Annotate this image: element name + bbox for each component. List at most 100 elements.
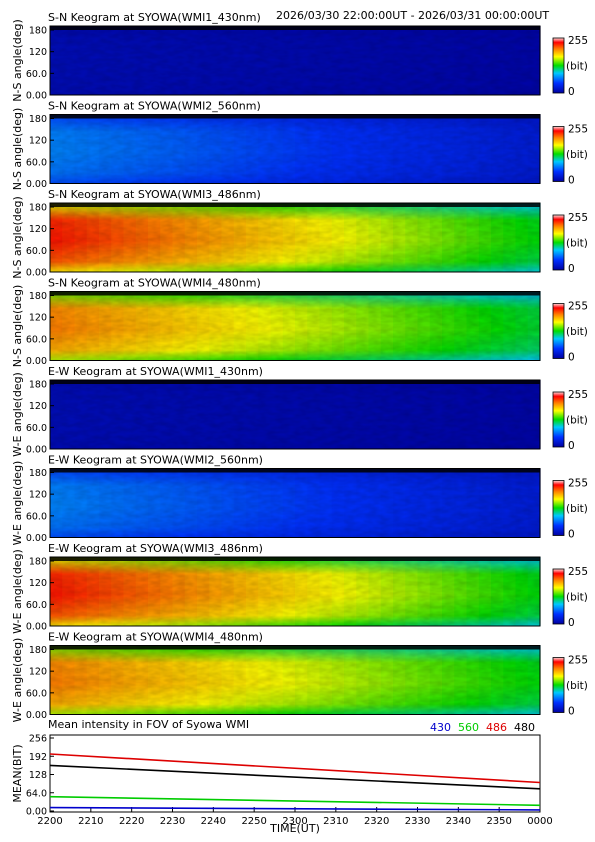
colorbar-max-label: 255 — [568, 124, 588, 136]
heatmap-area — [50, 645, 541, 715]
x-tick-label: 0000 — [527, 816, 552, 827]
y-tick-label: 180 — [29, 468, 47, 479]
y-tick-label: 60.0 — [26, 69, 47, 80]
heatmap-area — [50, 557, 541, 626]
colorbar-max-label: 255 — [568, 301, 588, 313]
panel-title: E-W Keogram at SYOWA(WMI1_430nm) — [48, 365, 263, 378]
series-line-486 — [49, 753, 541, 784]
y-tick-label: 120 — [29, 313, 47, 324]
heatmap-texture — [50, 557, 540, 626]
y-tick-label: 0.00 — [26, 622, 47, 633]
x-axis-label: TIME(UT) — [269, 822, 320, 835]
x-tick-label: 2350 — [486, 816, 511, 827]
y-tick-label: 180 — [29, 645, 47, 656]
panel-frame — [49, 645, 541, 715]
y-tick-label: 120 — [29, 136, 47, 147]
y-axis-label: W-E angle(deg) — [11, 549, 24, 634]
x-tick-label: 2340 — [446, 816, 471, 827]
x-tick-label: 2220 — [119, 816, 144, 827]
fov-edge — [50, 557, 540, 561]
heatmap-texture — [50, 114, 540, 184]
colorbar — [552, 657, 565, 713]
keogram-panel-ew480: E-W Keogram at SYOWA(WMI4_480nm)180 120 60… — [11, 631, 588, 723]
y-tick-label: 60.0 — [26, 511, 47, 522]
colorbar-unit-label: (bit) — [566, 415, 588, 427]
fov-edge — [50, 114, 540, 119]
colorbar-min-label: 0 — [568, 529, 575, 541]
x-tick-label: 2250 — [241, 816, 266, 827]
colorbar — [552, 568, 565, 625]
colorbar-min-label: 0 — [568, 263, 575, 275]
y-axis-label: W-E angle(deg) — [11, 461, 24, 546]
y-tick-label: 0.00 — [26, 533, 47, 544]
y-tick-label: 64.0 — [26, 788, 47, 799]
mean-intensity-chart: Mean intensity in FOV of Syowa WMI 2200 22… — [11, 718, 553, 835]
x-tick-label: 2210 — [78, 816, 103, 827]
keogram-panel-sn480: S-N Keogram at SYOWA(WMI4_480nm)180 120 60… — [11, 277, 588, 368]
legend-entry-430: 430 — [430, 721, 451, 734]
colorbar-unit-label: (bit) — [566, 238, 588, 250]
y-tick-label: 120 — [29, 578, 47, 589]
y-axis-label: N-S angle(deg) — [11, 285, 24, 368]
y-tick-label: 0.00 — [26, 807, 47, 818]
y-tick-label: 180 — [29, 291, 47, 302]
fov-edge — [50, 291, 540, 296]
y-tick-label: 180 — [29, 203, 47, 214]
x-tick-label: 2310 — [323, 816, 348, 827]
colorbar-min-label: 0 — [568, 175, 575, 187]
colorbar-max-label: 255 — [568, 212, 588, 224]
y-tick-label: 60.0 — [26, 157, 47, 168]
heatmap-area — [50, 203, 541, 272]
y-axis-label: N-S angle(deg) — [11, 19, 24, 102]
y-tick-label: 180 — [29, 380, 47, 391]
panel-frame — [49, 556, 541, 627]
panel-frame — [49, 25, 541, 96]
panel-title: E-W Keogram at SYOWA(WMI4_480nm) — [48, 631, 263, 644]
colorbar-max-label: 255 — [568, 566, 588, 578]
y-tick-label: 0.00 — [26, 91, 47, 102]
series-line-430 — [49, 806, 541, 811]
panel-title: S-N Keogram at SYOWA(WMI3_486nm) — [48, 188, 261, 201]
colorbar-unit-label: (bit) — [566, 326, 588, 338]
fov-edge — [50, 380, 540, 384]
panel-title: S-N Keogram at SYOWA(WMI2_560nm) — [48, 100, 261, 113]
y-tick-label: 120 — [29, 401, 47, 412]
heatmap-texture — [50, 203, 540, 272]
x-tick-label: 2240 — [201, 816, 226, 827]
y-tick-label: 0.00 — [26, 179, 47, 190]
x-tick-label: 2320 — [364, 816, 389, 827]
y-tick-label: 180 — [29, 26, 47, 37]
colorbar-max-label: 255 — [568, 35, 588, 47]
y-tick-label: 60.0 — [26, 246, 47, 257]
keogram-panel-ew430: E-W Keogram at SYOWA(WMI1_430nm)180 120 60… — [11, 365, 588, 457]
keogram-panel-sn430: S-N Keogram at SYOWA(WMI1_430nm)180 120 60… — [11, 11, 588, 102]
colorbar-min-label: 0 — [568, 617, 575, 629]
y-axis-label: N-S angle(deg) — [11, 196, 24, 279]
colorbar — [552, 126, 565, 182]
y-tick-label: 192 — [29, 752, 47, 763]
heatmap-texture — [50, 380, 540, 449]
panel-title: S-N Keogram at SYOWA(WMI4_480nm) — [48, 277, 261, 290]
colorbar-unit-label: (bit) — [566, 61, 588, 73]
plot-frame — [49, 734, 541, 813]
colorbar-min-label: 0 — [568, 352, 575, 364]
heatmap-texture — [50, 26, 540, 95]
heatmap-area — [50, 291, 541, 361]
y-tick-label: 180 — [29, 114, 47, 125]
fov-edge — [50, 645, 540, 650]
heatmap-area — [50, 468, 541, 538]
heatmap-texture — [50, 468, 540, 538]
fov-edge — [50, 203, 540, 207]
colorbar-unit-label: (bit) — [566, 149, 588, 161]
panel-frame — [49, 114, 541, 184]
heatmap-texture — [50, 645, 540, 715]
y-axis-label: N-S angle(deg) — [11, 108, 24, 191]
y-tick-label: 120 — [29, 47, 47, 58]
y-tick-label: 0.00 — [26, 356, 47, 367]
colorbar — [552, 303, 565, 359]
x-tick-label: 2200 — [37, 816, 62, 827]
panel-title: E-W Keogram at SYOWA(WMI2_560nm) — [48, 454, 263, 467]
heatmap-area — [50, 114, 541, 184]
legend-entry-560: 560 — [458, 721, 479, 734]
